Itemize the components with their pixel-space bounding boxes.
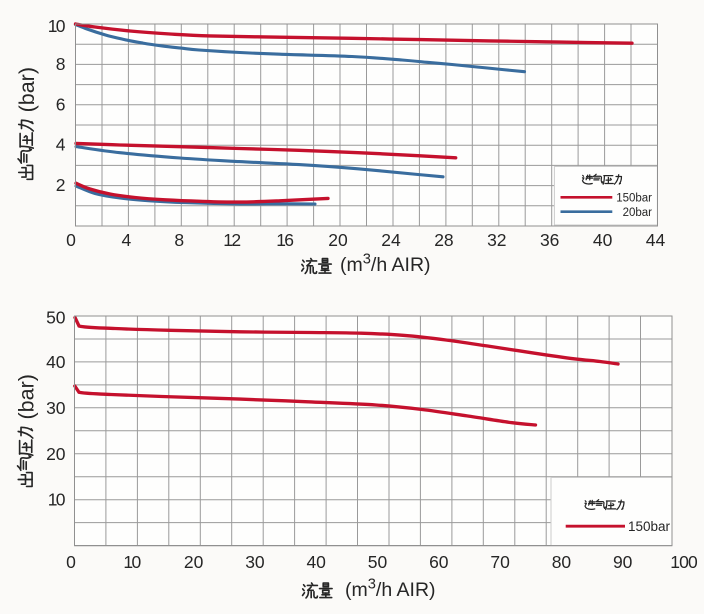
svg-text:(m3/h AIR): (m3/h AIR) <box>345 577 436 601</box>
svg-text:50: 50 <box>368 552 388 572</box>
svg-text:20: 20 <box>328 230 348 250</box>
svg-text:150bar: 150bar <box>616 193 652 205</box>
svg-text:40: 40 <box>307 552 327 572</box>
svg-text:10: 10 <box>48 490 66 510</box>
svg-text:6: 6 <box>56 94 66 114</box>
svg-text:8: 8 <box>174 230 184 250</box>
svg-text:8: 8 <box>56 54 66 74</box>
svg-text:90: 90 <box>613 552 633 572</box>
svg-text:10: 10 <box>123 552 141 572</box>
svg-text:44: 44 <box>646 230 666 250</box>
svg-text:(bar): (bar) <box>14 374 38 419</box>
svg-text:40: 40 <box>46 352 66 372</box>
svg-text:24: 24 <box>381 230 401 250</box>
svg-text:0: 0 <box>66 230 76 250</box>
svg-text:40: 40 <box>593 230 613 250</box>
svg-text:20: 20 <box>46 444 66 464</box>
svg-text:100: 100 <box>670 552 698 572</box>
svg-text:(m3/h AIR): (m3/h AIR) <box>340 252 431 276</box>
svg-text:80: 80 <box>552 552 572 572</box>
svg-text:(bar): (bar) <box>15 67 39 112</box>
svg-text:2: 2 <box>56 175 66 195</box>
svg-text:10: 10 <box>48 16 66 36</box>
svg-text:28: 28 <box>434 230 453 250</box>
svg-text:12: 12 <box>223 230 241 250</box>
svg-text:16: 16 <box>276 230 294 250</box>
svg-text:30: 30 <box>46 398 66 418</box>
svg-text:0: 0 <box>66 552 76 572</box>
svg-text:30: 30 <box>245 552 265 572</box>
svg-text:20bar: 20bar <box>623 207 653 219</box>
svg-text:36: 36 <box>540 230 559 250</box>
svg-text:20: 20 <box>184 552 204 572</box>
svg-text:150bar: 150bar <box>628 519 671 534</box>
svg-text:70: 70 <box>490 552 510 572</box>
svg-text:32: 32 <box>487 230 506 250</box>
svg-text:4: 4 <box>56 135 66 155</box>
svg-text:60: 60 <box>429 552 449 572</box>
svg-text:4: 4 <box>122 230 132 250</box>
svg-text:50: 50 <box>46 307 66 327</box>
